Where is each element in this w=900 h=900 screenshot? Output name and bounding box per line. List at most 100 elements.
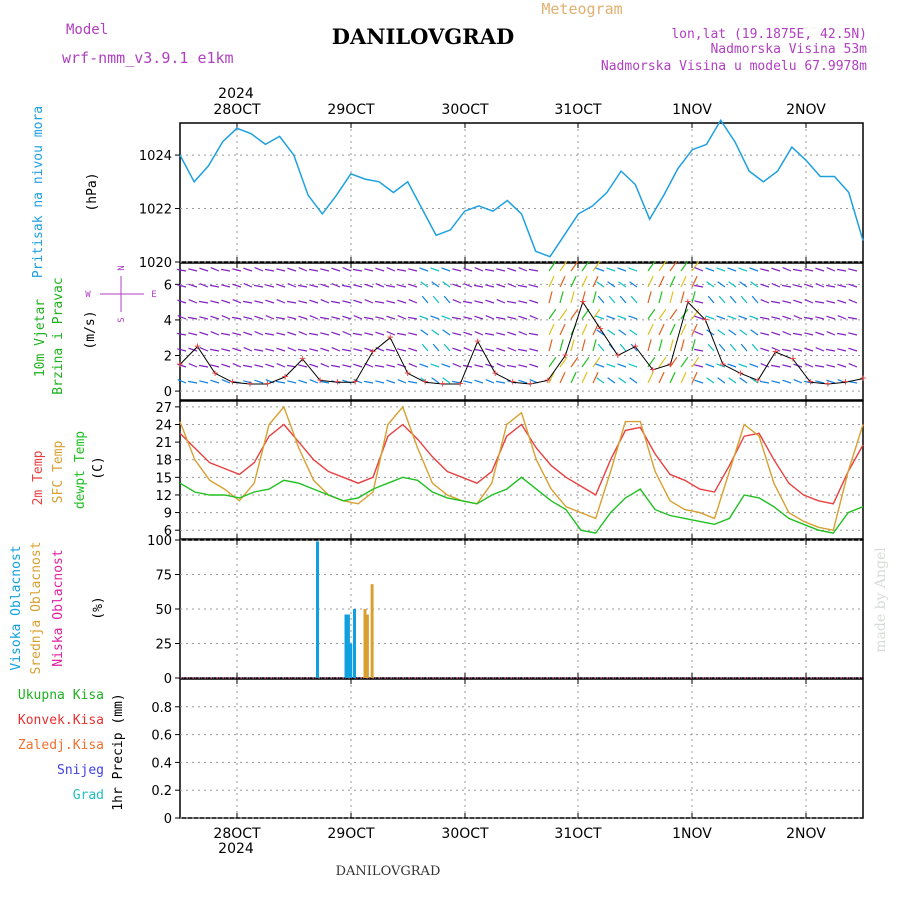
wind-barb bbox=[364, 268, 374, 272]
wind-barb bbox=[570, 356, 579, 368]
wind-barb bbox=[680, 260, 689, 272]
wind-barb bbox=[177, 348, 187, 352]
wind-barb bbox=[386, 315, 396, 320]
wind-barb bbox=[740, 295, 748, 304]
wind-barb bbox=[221, 348, 231, 352]
wind-barb bbox=[396, 332, 407, 336]
wind-barb bbox=[782, 379, 792, 384]
wind-barb bbox=[717, 377, 726, 384]
wind-barb bbox=[739, 377, 748, 384]
pressure-line bbox=[179, 118, 864, 258]
wind-barb bbox=[276, 332, 286, 336]
wind-barb bbox=[694, 300, 704, 304]
temp-line-0 bbox=[179, 423, 864, 505]
wind-barb bbox=[570, 308, 579, 320]
wind-barb bbox=[265, 348, 275, 352]
wind-barb bbox=[254, 300, 264, 304]
wind-barb bbox=[275, 380, 286, 384]
wind-barb bbox=[463, 347, 473, 352]
temp-unit: (C) bbox=[91, 456, 106, 479]
wind-barb bbox=[596, 329, 605, 336]
wind-barb bbox=[431, 377, 440, 384]
wind-barb bbox=[407, 316, 418, 320]
wind-barb bbox=[647, 260, 656, 272]
wind-barb bbox=[221, 363, 231, 368]
wind-barb bbox=[559, 260, 568, 272]
wind-barb bbox=[848, 299, 858, 304]
wind-barb bbox=[716, 315, 726, 320]
wind-barb bbox=[760, 347, 770, 352]
wind-barb bbox=[221, 315, 231, 320]
wind-barb bbox=[658, 339, 663, 352]
wind-barb bbox=[836, 268, 847, 272]
wind-barb bbox=[694, 331, 704, 336]
wind-barb bbox=[592, 308, 601, 320]
wind-barb bbox=[691, 275, 698, 288]
ytick-label-precip-2: 0.4 bbox=[151, 756, 172, 771]
wind-barb bbox=[729, 343, 737, 352]
wind-barb bbox=[815, 347, 825, 352]
wind-barb bbox=[751, 343, 759, 352]
wind-barb bbox=[770, 364, 781, 368]
wind-barb bbox=[496, 332, 506, 336]
wind-barb bbox=[837, 284, 847, 288]
date-label-bottom-2: 30OCT bbox=[441, 826, 489, 842]
wind-barb bbox=[364, 299, 374, 304]
wind-barb bbox=[570, 339, 575, 352]
wind-barb bbox=[647, 291, 652, 304]
wind-barb bbox=[694, 364, 704, 368]
wind-barb bbox=[826, 300, 836, 304]
wind-barb bbox=[680, 275, 687, 288]
wind-barb bbox=[771, 283, 781, 288]
dewpt-label: dewpt Temp bbox=[73, 431, 88, 509]
wind-barb bbox=[199, 283, 209, 288]
wind-barb bbox=[243, 283, 253, 288]
wind-barb bbox=[529, 284, 539, 288]
wind-barb bbox=[581, 323, 588, 336]
wind-barb bbox=[275, 316, 286, 320]
wind-barb bbox=[606, 363, 616, 368]
wind-barb bbox=[474, 267, 484, 272]
date-label-bottom-4: 1NOV bbox=[672, 826, 712, 842]
ytick-label-temperature-5: 21 bbox=[155, 436, 172, 451]
wind-barb bbox=[232, 268, 242, 272]
wind-barb bbox=[287, 283, 297, 288]
ytick-label-temperature-2: 12 bbox=[155, 489, 172, 504]
wind-barb bbox=[814, 300, 825, 304]
wind-barb bbox=[452, 283, 462, 288]
wind-barb bbox=[506, 364, 517, 368]
wind-barb bbox=[441, 315, 451, 320]
wind-barb bbox=[276, 347, 286, 352]
ytick-label-precip-3: 0.6 bbox=[151, 729, 172, 744]
wind-barb bbox=[243, 331, 253, 336]
temp-line-2 bbox=[179, 476, 864, 534]
wind-barb bbox=[319, 316, 330, 320]
wind-barb bbox=[232, 283, 242, 288]
wind-barb bbox=[739, 329, 748, 336]
wind-barb bbox=[353, 299, 363, 304]
wind-barb bbox=[375, 267, 385, 272]
wind-barb bbox=[597, 343, 605, 352]
wind-barb bbox=[420, 329, 429, 336]
wind-barb bbox=[647, 371, 654, 384]
wind-barb bbox=[705, 315, 715, 320]
cloud-bar-1-0 bbox=[363, 609, 367, 678]
wind-barb bbox=[848, 332, 858, 336]
wind-barb bbox=[528, 268, 539, 272]
wind-barb bbox=[353, 315, 363, 320]
wind-barb bbox=[804, 363, 814, 368]
wind-barb bbox=[607, 281, 616, 288]
wind-barb bbox=[243, 380, 253, 384]
wind-barb bbox=[815, 283, 825, 288]
wind-barb bbox=[717, 281, 726, 288]
wind-barb bbox=[617, 315, 627, 320]
wind-barb bbox=[485, 284, 495, 288]
wind-barb bbox=[342, 315, 352, 320]
wind-barb bbox=[804, 283, 814, 288]
wind-gust-mark: + bbox=[492, 366, 499, 379]
cloud-mid-label: Srednja Oblacnost bbox=[29, 541, 44, 674]
wind-barb bbox=[793, 299, 803, 304]
wind-barb bbox=[693, 284, 704, 288]
wind-gust-mark: + bbox=[194, 340, 201, 353]
ytick-label-pressure-1: 1022 bbox=[139, 203, 172, 218]
